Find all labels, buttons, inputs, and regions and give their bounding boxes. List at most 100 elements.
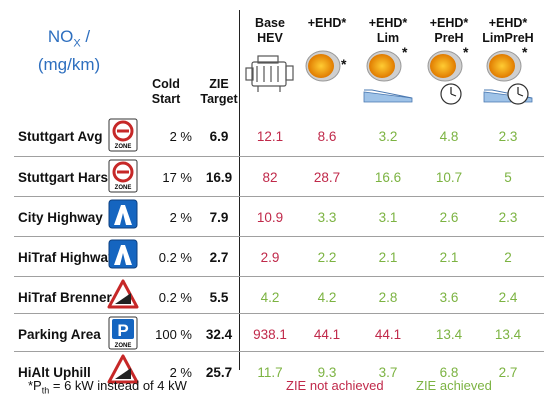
nox-value-cell: 12.1 — [256, 129, 284, 144]
row-separator — [14, 351, 544, 352]
row-label: Stuttgart Harsh — [18, 170, 117, 185]
zie-target-value: 7.9 — [209, 210, 229, 225]
nox-value-cell: 10.7 — [435, 170, 463, 185]
column-header-line2: HEV — [257, 31, 283, 45]
column-header-line2: PreH — [434, 31, 464, 45]
nox-value-cell: 3.7 — [378, 365, 398, 380]
column-header-line1: Base — [255, 16, 285, 30]
nox-value-cell: 6.8 — [439, 365, 459, 380]
nox-value-cell: 44.1 — [313, 327, 341, 342]
column-header-5: +EHD* LimPreH — [472, 16, 544, 46]
table-title: NOX / (mg/km) — [14, 26, 124, 75]
nox-value-cell: 2.9 — [260, 250, 280, 265]
cold-start-value: 100 % — [155, 327, 192, 342]
catalyst-heater-limited-icon — [363, 50, 413, 103]
zone-sign-text: ZONE — [115, 144, 132, 150]
header-zie-target: ZIE Target — [194, 77, 244, 107]
zone-sign-icon: ZONE — [108, 159, 138, 193]
row-separator — [14, 236, 544, 237]
nox-value-cell: 3.6 — [439, 290, 459, 305]
title-line1-suffix: / — [80, 27, 91, 46]
highway-sign-icon — [108, 199, 138, 229]
engine-icon — [245, 55, 294, 92]
nox-value-cell: 2.3 — [498, 210, 518, 225]
nox-value-cell: 2.8 — [378, 290, 398, 305]
nox-value-cell: 2.6 — [439, 210, 459, 225]
nox-value-cell: 3.3 — [317, 210, 337, 225]
nox-value-cell: 5 — [504, 170, 512, 185]
nox-value-cell: 2 — [504, 250, 512, 265]
row-label: Stuttgart Avg — [18, 129, 103, 144]
footnote-suffix: = 6 kW instead of 4 kW — [49, 378, 187, 393]
row-label: HiTraf Highway — [18, 250, 116, 265]
catalyst-heater-icon — [305, 50, 341, 82]
column-star: * — [341, 56, 347, 72]
svg-text:P: P — [117, 321, 128, 340]
column-divider — [239, 10, 240, 370]
cold-start-value: 0.2 % — [158, 250, 192, 265]
nox-value-cell: 2.7 — [498, 365, 518, 380]
nox-value-cell: 28.7 — [313, 170, 341, 185]
column-star: * — [402, 44, 408, 60]
row-label: City Highway — [18, 210, 103, 225]
title-line2: (mg/km) — [37, 55, 101, 75]
column-header-line1: +EHD* — [368, 16, 408, 30]
row-separator — [14, 196, 544, 197]
header-zie-target-line2: Target — [200, 92, 238, 106]
highway-sign-icon — [108, 239, 138, 269]
nox-value-cell: 4.8 — [439, 129, 459, 144]
row-label: HiAlt Uphill — [18, 365, 91, 380]
column-header-line2: LimPreH — [482, 31, 534, 45]
column-header-line1: +EHD* — [307, 16, 347, 30]
nox-value-cell: 13.4 — [494, 327, 522, 342]
column-header-line2: Lim — [376, 31, 400, 45]
nox-value-cell: 44.1 — [374, 327, 402, 342]
nox-value-cell: 9.3 — [317, 365, 337, 380]
nox-value-cell: 4.2 — [317, 290, 337, 305]
cold-start-value: 2 % — [169, 365, 192, 380]
title-subscript: X — [73, 37, 81, 50]
legend-not-achieved: ZIE not achieved — [286, 378, 384, 393]
zie-target-value: 5.5 — [209, 290, 229, 305]
legend-achieved: ZIE achieved — [416, 378, 492, 393]
header-cold-start: Cold Start — [140, 77, 192, 107]
nox-value-cell: 2.1 — [378, 250, 398, 265]
column-header-line1: +EHD* — [429, 16, 469, 30]
nox-value-cell: 938.1 — [253, 327, 287, 342]
nox-value-cell: 8.6 — [317, 129, 337, 144]
nox-value-cell: 10.9 — [256, 210, 284, 225]
nox-value-cell: 82 — [262, 170, 278, 185]
column-star: * — [522, 44, 528, 60]
column-header-4: +EHD* PreH — [413, 16, 485, 46]
row-separator — [14, 156, 544, 157]
nox-value-cell: 16.6 — [374, 170, 402, 185]
zie-target-value: 6.9 — [209, 129, 229, 144]
cold-start-value: 0.2 % — [158, 290, 192, 305]
footnote: *Pth = 6 kW instead of 4 kW — [28, 378, 187, 396]
zie-target-value: 32.4 — [205, 327, 233, 342]
cold-start-value: 2 % — [169, 210, 192, 225]
row-label: Parking Area — [18, 327, 101, 342]
steep-grade-sign-icon — [107, 354, 139, 384]
steep-grade-sign-icon — [107, 279, 139, 309]
nox-value-cell: 13.4 — [435, 327, 463, 342]
zie-target-value: 25.7 — [205, 365, 233, 380]
column-star: * — [463, 44, 469, 60]
catalyst-heater-limited-preheat-icon — [483, 50, 533, 105]
nox-value-cell: 3.2 — [378, 129, 398, 144]
zone-sign-text: ZONE — [115, 343, 132, 349]
row-separator — [14, 313, 544, 314]
nox-value-cell: 3.1 — [378, 210, 398, 225]
nox-value-cell: 2.1 — [439, 250, 459, 265]
column-header-2: +EHD* — [291, 16, 363, 31]
zone-sign-text: ZONE — [115, 185, 132, 191]
row-separator — [14, 276, 544, 277]
header-cold-start-line1: Cold — [152, 77, 180, 91]
footnote-subscript: th — [41, 385, 50, 396]
column-header-3: +EHD* Lim — [352, 16, 424, 46]
nox-value-cell: 2.3 — [498, 129, 518, 144]
footnote-prefix: *P — [28, 378, 42, 393]
nox-value-cell: 2.4 — [498, 290, 518, 305]
header-zie-target-line1: ZIE — [209, 77, 229, 91]
